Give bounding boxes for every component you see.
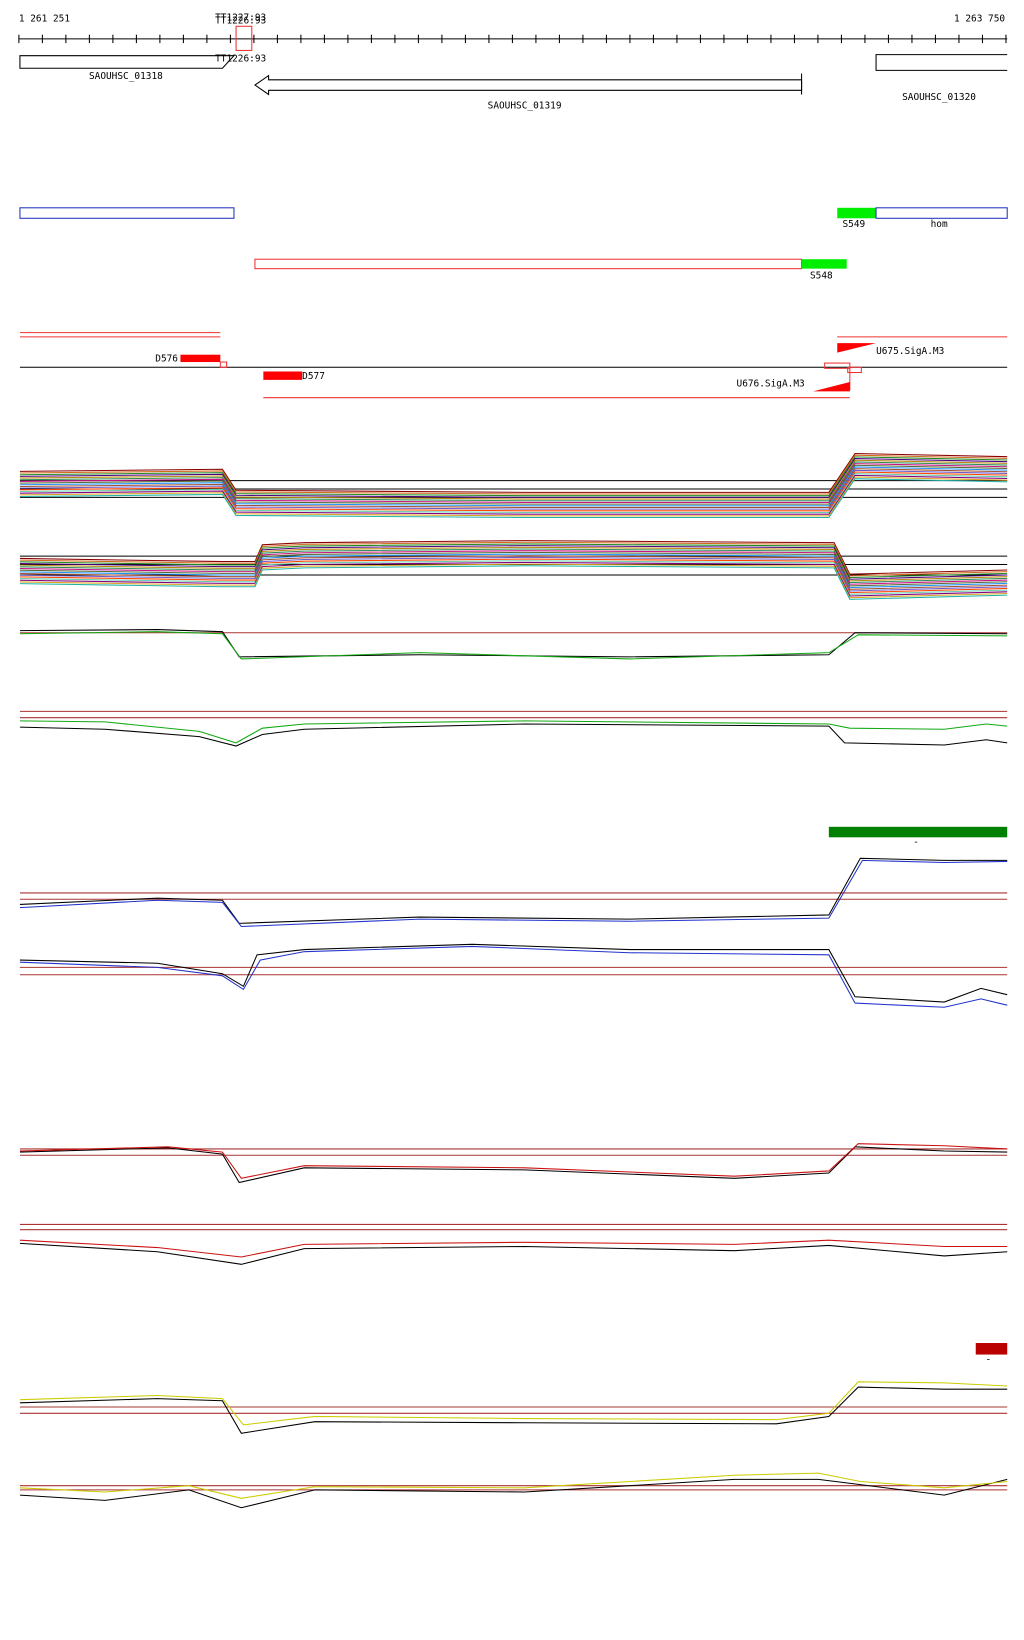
- segment-track-part: [875, 207, 1008, 219]
- trace-track-part-part: [19, 555, 1008, 590]
- feature-track-part: [847, 366, 862, 374]
- feature-track-part: [180, 354, 221, 363]
- expression-track-part: [19, 1143, 1008, 1179]
- trace-track-part-part: [19, 464, 1008, 505]
- segment-track: S549 hom S548: [19, 207, 1008, 282]
- expression-track-part: [19, 1239, 1008, 1258]
- trace-track-part-part: [19, 563, 1008, 599]
- feature-label: D577: [302, 371, 325, 382]
- feature-track-part: [824, 362, 851, 369]
- gene-track-part: [875, 54, 1008, 71]
- trace-track-part-part: [19, 452, 1008, 493]
- segment-label: S549: [842, 219, 865, 230]
- trace-track-part: [19, 452, 1008, 519]
- trace-track-part-part: [19, 556, 1008, 592]
- ruler-start: 1 261 251: [19, 13, 70, 24]
- trace-track-part-part: [19, 463, 1008, 503]
- trace-track-part-part: [19, 540, 1008, 575]
- expression-track-part: [19, 1472, 1008, 1499]
- trace-track-part-part: [19, 476, 1008, 517]
- gene-label: SAOUHSC_01320: [902, 92, 976, 103]
- expression-track-part: [19, 945, 1008, 1008]
- gene-track: TT1226:93 SAOUHSC_01318 SAOUHSC_01319 SA…: [19, 53, 1008, 112]
- expression-track-part: [19, 943, 1008, 1003]
- segment-track-part: [801, 259, 847, 269]
- trace-track: [19, 452, 1008, 600]
- expression-track-part: [19, 1381, 1008, 1426]
- ruler-part: [235, 25, 253, 51]
- trace-track-part-part: [19, 546, 1008, 582]
- trace-track-part-part: [19, 550, 1008, 585]
- trace-track-part-part: [19, 545, 1008, 580]
- trace-track-part-part: [19, 548, 1008, 584]
- trace-track-part-part: [19, 454, 1008, 495]
- expression-track-part: [19, 723, 1008, 747]
- trace-track-part-part: [19, 560, 1008, 595]
- gene-track-part: [254, 74, 803, 96]
- feature-track: D576 D577 U675.SigA.M3 U676.SigA.M3: [19, 332, 1008, 399]
- trace-track-part-part: [19, 466, 1008, 507]
- trace-track-part-part: [19, 458, 1008, 498]
- gene-label: SAOUHSC_01318: [89, 71, 163, 82]
- trace-track-part-part: [19, 471, 1008, 512]
- feature-track-part: [219, 361, 228, 368]
- trace-track-part-part: [19, 543, 1008, 579]
- feature-track-part: [837, 343, 877, 353]
- expression-track-part: [19, 631, 1008, 660]
- expression-track-part: [19, 1478, 1008, 1509]
- ruler-tick: [18, 34, 1007, 44]
- trace-track-part-part: [19, 468, 1008, 508]
- trace-track-part-part: [19, 461, 1008, 502]
- feature-label: U675.SigA.M3: [876, 346, 944, 357]
- trace-track-part: [19, 540, 1008, 600]
- expression-track-part: [975, 1343, 1008, 1355]
- trace-track-part-part: [19, 561, 1008, 597]
- expression-track-part: [19, 859, 1008, 928]
- trace-track-part-part: [19, 473, 1008, 514]
- trace-track-part-part: [19, 565, 1008, 600]
- ruler-end: 1 263 750: [954, 13, 1005, 24]
- cluster-mark: -: [985, 1354, 991, 1365]
- trace-track-part-part: [19, 474, 1008, 515]
- expression-track: - -: [19, 629, 1008, 1509]
- segment-track-part: [254, 258, 803, 270]
- expression-track-part: [19, 857, 1008, 924]
- feature-track-part: [813, 381, 850, 392]
- expression-track-part: [828, 826, 1008, 838]
- expression-track-part: [19, 720, 1008, 744]
- trace-track-part-part: [19, 541, 1008, 577]
- trace-track-part-part: [19, 551, 1008, 587]
- expression-track-part: [19, 629, 1008, 658]
- feature-track-part: [263, 371, 303, 380]
- ruler: 1 261 251 1 263 750 TT1227:93 TT1226:93: [18, 12, 1008, 51]
- gene-label: SAOUHSC_01319: [488, 101, 562, 112]
- feature-label: D576: [155, 353, 178, 364]
- trace-track-part-part: [19, 459, 1008, 500]
- trace-track-part-part: [19, 558, 1008, 594]
- trace-track-part-part: [19, 456, 1008, 497]
- gene-track-part: [19, 55, 236, 69]
- segment-track-part: [19, 207, 235, 219]
- marker-label: TT1226:93: [215, 16, 266, 27]
- expression-track-part: [19, 1242, 1008, 1265]
- segment-label: hom: [931, 219, 948, 230]
- trace-track-part-part: [19, 478, 1008, 519]
- cluster-mark: -: [913, 837, 919, 848]
- feature-label: U676.SigA.M3: [737, 379, 805, 390]
- trace-track-part-part: [19, 553, 1008, 589]
- marker-label: TT1227:93: [215, 12, 266, 23]
- expression-track-part: [19, 1146, 1008, 1184]
- expression-track-part: [19, 1386, 1008, 1434]
- trace-track-part-part: [19, 469, 1008, 510]
- segment-track-part: [837, 207, 877, 219]
- terminator-label: TT1226:93: [215, 53, 266, 64]
- segment-label: S548: [810, 271, 833, 282]
